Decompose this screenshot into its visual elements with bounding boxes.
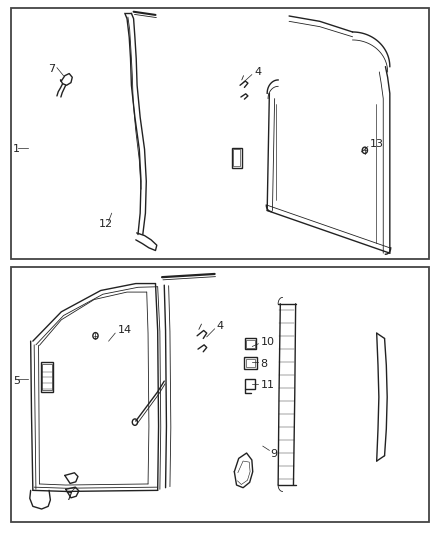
Text: 4: 4 [254,67,261,77]
Bar [245,379,255,389]
Text: 7: 7 [65,492,72,502]
Bar [42,364,52,390]
Text: 7: 7 [48,64,55,74]
Text: 1: 1 [13,144,20,154]
Text: 9: 9 [271,449,278,459]
Bar [11,266,429,522]
Text: 13: 13 [370,139,384,149]
Text: 10: 10 [261,337,275,347]
Text: 12: 12 [99,219,113,229]
Bar [232,148,242,168]
Text: 4: 4 [217,321,224,331]
Text: 8: 8 [261,359,268,368]
Bar [245,338,256,349]
Bar [11,8,429,259]
Bar [246,340,255,348]
Text: 14: 14 [118,326,132,335]
Bar [246,359,255,367]
Text: 11: 11 [261,380,275,390]
Bar [41,362,53,392]
Bar [244,357,257,369]
Bar [233,149,240,166]
Text: 5: 5 [13,376,20,386]
